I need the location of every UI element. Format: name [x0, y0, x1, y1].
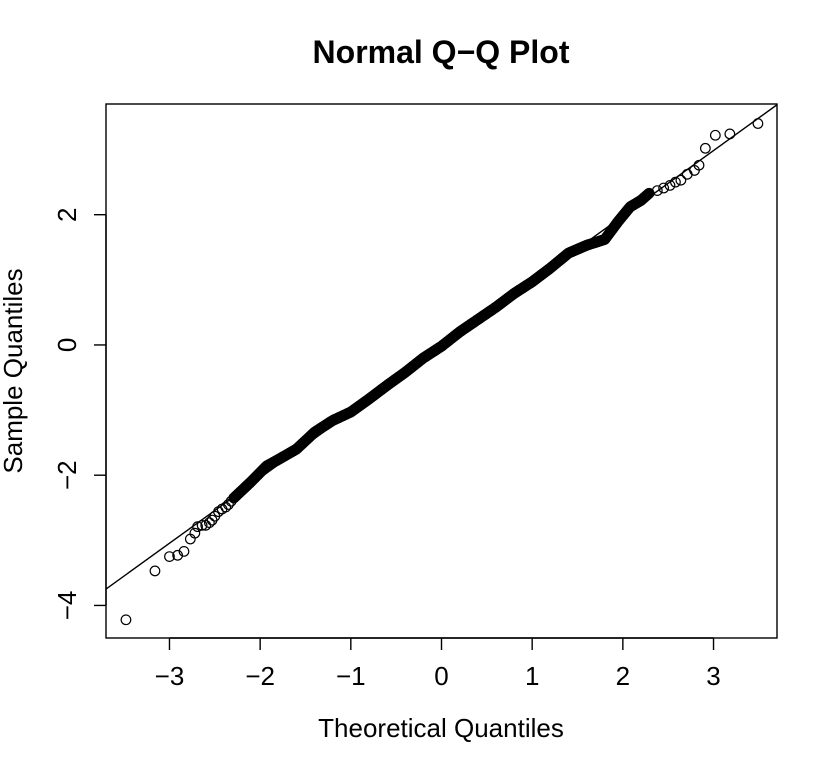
plot-frame [105, 103, 778, 639]
data-point [120, 614, 132, 626]
y-tick-label: −4 [52, 591, 82, 621]
y-tick-label: −2 [52, 460, 82, 490]
data-point [172, 549, 184, 561]
data-point [681, 168, 693, 180]
data-point [178, 545, 190, 557]
data-point [699, 142, 711, 154]
data-point [709, 129, 721, 141]
reference-line [105, 104, 778, 590]
x-tick-label: 0 [434, 661, 448, 691]
x-tick-label: −2 [245, 661, 275, 691]
data-point [189, 527, 201, 539]
data-point [164, 551, 175, 562]
x-tick-label: 1 [525, 661, 539, 691]
data-point [724, 128, 736, 140]
y-tick-label: 2 [52, 207, 82, 221]
x-tick-label: 2 [616, 661, 630, 691]
data-point [675, 174, 687, 186]
y-axis-label: Sample Quantiles [0, 268, 28, 473]
y-tick-label: 0 [52, 338, 82, 352]
data-point [658, 182, 670, 194]
data-point [149, 565, 161, 577]
data-point [203, 517, 215, 529]
data-point [220, 501, 232, 513]
y-axis: −4 −2 0 2 [52, 207, 107, 621]
x-axis-label: Theoretical Quantiles [318, 713, 564, 743]
x-tick-label: −1 [336, 661, 366, 691]
x-axis: −3 −2 −1 0 1 2 3 [155, 637, 721, 691]
data-points [120, 118, 764, 626]
x-tick-label: 3 [706, 661, 720, 691]
chart-title: Normal Q−Q Plot [313, 34, 570, 70]
x-tick-label: −3 [155, 661, 185, 691]
